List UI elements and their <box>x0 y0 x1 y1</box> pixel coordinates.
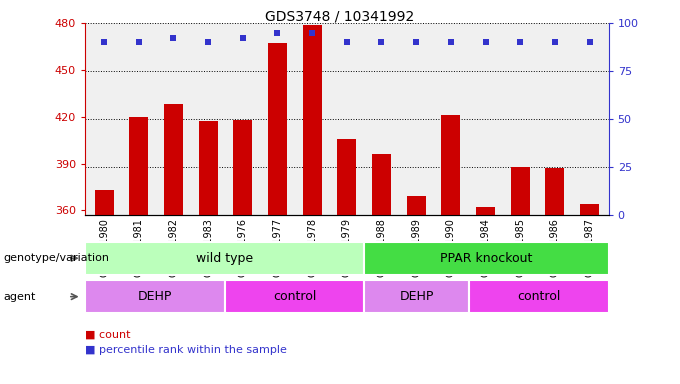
Bar <box>364 242 609 275</box>
Text: DEHP: DEHP <box>399 290 434 303</box>
Text: wild type: wild type <box>196 252 253 265</box>
Bar <box>303 25 322 215</box>
Text: ■ percentile rank within the sample: ■ percentile rank within the sample <box>85 345 287 355</box>
Bar <box>268 43 287 215</box>
Text: PPAR knockout: PPAR knockout <box>440 252 532 265</box>
Text: control: control <box>517 290 560 303</box>
Bar <box>129 117 148 215</box>
Bar <box>337 139 356 215</box>
Text: agent: agent <box>3 291 36 302</box>
Bar <box>441 115 460 215</box>
Text: GDS3748 / 10341992: GDS3748 / 10341992 <box>265 10 415 23</box>
Bar <box>199 121 218 215</box>
Bar <box>372 154 391 215</box>
Bar <box>85 280 224 313</box>
Bar <box>469 280 609 313</box>
Bar <box>545 168 564 215</box>
Bar <box>407 196 426 215</box>
Bar <box>164 104 183 215</box>
Bar <box>224 280 364 313</box>
Bar <box>95 190 114 215</box>
Text: genotype/variation: genotype/variation <box>3 253 109 263</box>
Bar <box>364 280 469 313</box>
Text: control: control <box>273 290 316 303</box>
Bar <box>580 204 599 215</box>
Text: DEHP: DEHP <box>137 290 172 303</box>
Bar <box>85 242 364 275</box>
Bar <box>511 167 530 215</box>
Bar <box>233 120 252 215</box>
Bar <box>476 207 495 215</box>
Text: ■ count: ■ count <box>85 330 131 340</box>
